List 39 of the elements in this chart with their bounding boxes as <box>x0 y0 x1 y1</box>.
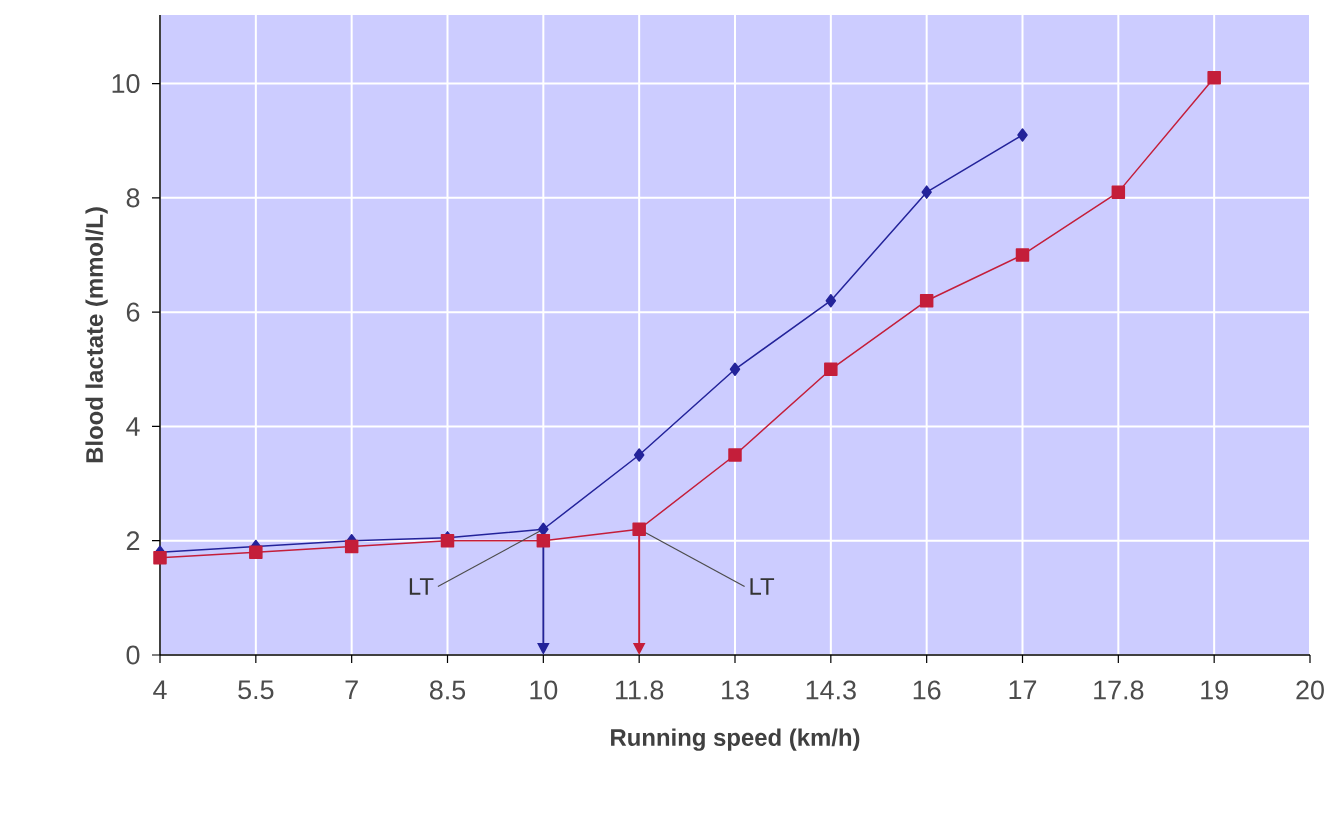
point <box>249 545 263 559</box>
x-tick-label: 14.3 <box>806 680 856 700</box>
x-tick-label: 13 <box>722 680 749 700</box>
point <box>633 448 645 462</box>
point <box>153 551 167 565</box>
point <box>1111 185 1126 199</box>
point <box>921 185 932 199</box>
point <box>1207 71 1221 85</box>
point <box>344 539 359 554</box>
y-tick-label: 8 <box>126 188 140 208</box>
point <box>729 362 741 377</box>
x-tick-label: 16 <box>913 680 941 700</box>
x-tick-label: 10 <box>530 680 558 700</box>
y-tick-label: 4 <box>126 417 140 436</box>
x-tick-label: 8.5 <box>429 680 466 700</box>
point <box>919 293 934 308</box>
x-tick-label: 7 <box>345 680 358 700</box>
x-tick-label: 17.8 <box>1094 680 1144 700</box>
x-axis-title: Running speed (km/h) <box>611 728 860 751</box>
y-tick-label: 0 <box>126 645 140 665</box>
annotation: LT <box>409 578 434 595</box>
x-tick-label: 20 <box>1296 680 1324 700</box>
x-tick-label: 11.8 <box>616 680 664 700</box>
y-tick-label: 6 <box>126 302 140 322</box>
point <box>824 362 838 377</box>
x-tick-label: 5.5 <box>238 680 274 700</box>
point <box>728 448 742 462</box>
y-tick-label: 2 <box>126 531 140 551</box>
point <box>1015 248 1030 262</box>
x-tick-label: 17 <box>1009 680 1037 700</box>
x-tick-label: 4 <box>153 680 167 700</box>
point <box>632 522 646 537</box>
point <box>825 293 837 308</box>
point <box>1017 128 1028 142</box>
point <box>536 533 551 548</box>
y-axis-title: Blood lactate (mmol/L) <box>85 207 108 463</box>
annotation: LT <box>750 578 775 595</box>
y-tick-label: 10 <box>112 74 140 94</box>
x-tick-label: 19 <box>1201 680 1228 700</box>
